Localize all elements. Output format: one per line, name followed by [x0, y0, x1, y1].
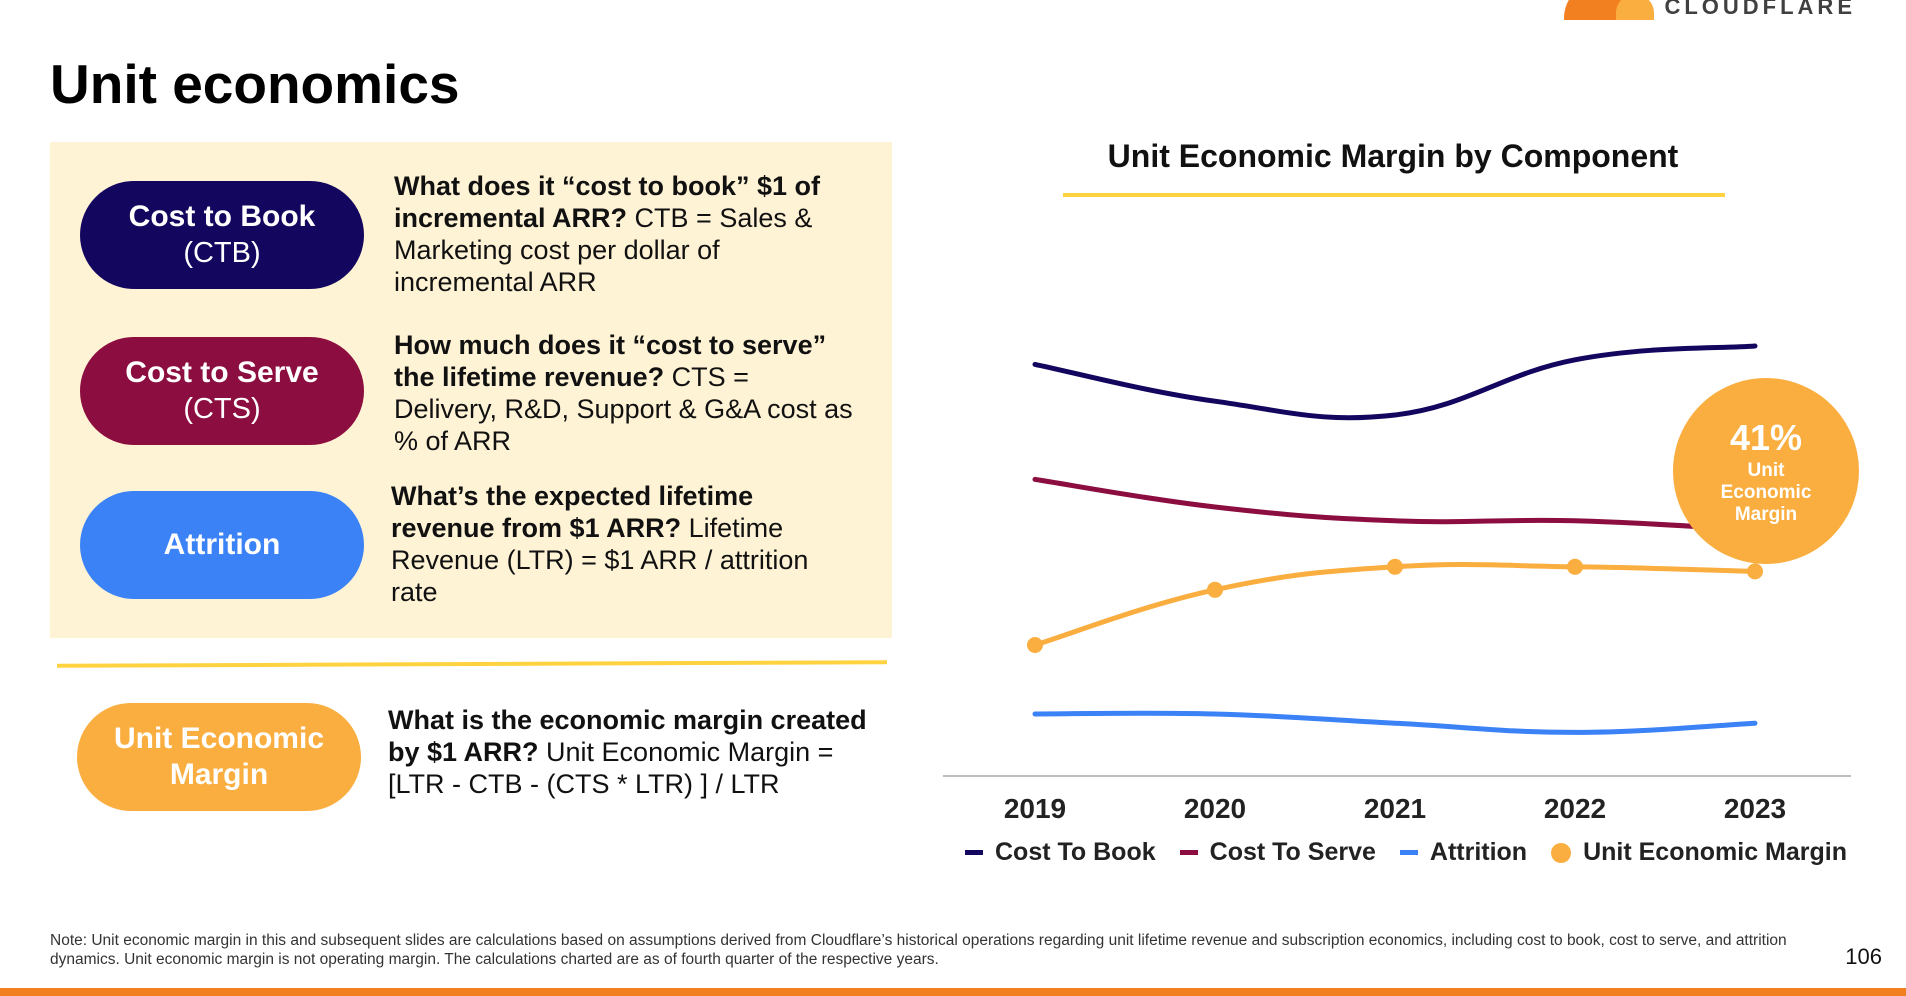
legend-item-attrition: Attrition	[1399, 838, 1528, 867]
legend-swatch	[1551, 842, 1572, 863]
data-point	[1207, 581, 1223, 598]
definition-answer: Lifetime Revenue (LTR) = $1 ARR / attrit…	[391, 513, 809, 607]
chart-title: Unit Economic Margin by Component	[1107, 138, 1679, 174]
pill-title: Cost to Book	[128, 200, 316, 233]
cost-to-book-pill: Cost to Book (CTB)	[80, 181, 364, 289]
legend-label: Cost To Serve	[1209, 838, 1376, 866]
data-point	[1387, 558, 1403, 575]
cost-to-serve-definition: How much does it “cost to serve” the lif…	[394, 329, 854, 457]
legend-item-cost-to-book: Cost To Book	[965, 838, 1156, 867]
definition-question: How much does it “cost to serve” the lif…	[394, 330, 827, 392]
x-tick-label: 2019	[1004, 793, 1066, 824]
legend-swatch	[1399, 850, 1418, 855]
definition-question: What’s the expected lifetime revenue fro…	[391, 481, 754, 543]
legend-item-cost-to-serve: Cost To Serve	[1179, 838, 1376, 867]
pill-abbr: (CTB)	[183, 237, 261, 269]
bottom-accent-bar	[0, 988, 1906, 996]
unit-economic-margin-pill: Unit Economic Margin	[77, 703, 361, 811]
legend-swatch	[965, 850, 983, 855]
definition-question: What is the economic margin created by $…	[388, 705, 867, 767]
series-line-cost-to-book	[1032, 343, 1758, 421]
series-layer	[1027, 343, 1763, 735]
pill-abbr: (CTS)	[183, 393, 261, 425]
legend-swatch	[1179, 850, 1198, 855]
series-line-attrition	[1032, 710, 1758, 735]
chart-legend: Cost To Book Cost To Serve Attrition Uni…	[965, 838, 1871, 867]
definition-answer: Unit Economic Margin = [LTR - CTB - (CTS…	[388, 737, 834, 799]
cloudflare-logo: CLOUDFLARE	[1564, 0, 1856, 20]
badge-value: 41%	[1729, 417, 1803, 458]
pill-title: Attrition	[163, 528, 281, 561]
x-tick-label: 2021	[1364, 793, 1426, 824]
definition-answer: CTB = Sales & Marketing cost per dollar …	[394, 203, 813, 297]
x-tick-labels: 2019 2020 2021 2022 2023	[1004, 793, 1786, 824]
definition-answer: CTS = Delivery, R&D, Support & G&A cost …	[394, 362, 853, 456]
data-point	[1027, 637, 1043, 653]
cost-to-book-definition: What does it “cost to book” $1 of increm…	[394, 170, 854, 298]
legend-label: Unit Economic Margin	[1583, 838, 1847, 866]
pill-title: Unit Economic Margin	[113, 722, 324, 791]
cloud-icon	[1564, 0, 1655, 20]
unit-economic-margin-badge: 41% Unit Economic Margin	[1673, 378, 1859, 564]
unit-economic-margin-definition: What is the economic margin created by $…	[388, 704, 868, 800]
legend-item-unit-economic-margin: Unit Economic Margin	[1551, 838, 1847, 867]
logo-text: CLOUDFLARE	[1664, 0, 1856, 19]
page-title: Unit economics	[50, 53, 460, 115]
series-line-cost-to-serve	[1032, 476, 1758, 533]
footnote: Note: Unit economic margin in this and s…	[50, 932, 1787, 968]
data-point	[1747, 563, 1763, 580]
attrition-definition: What’s the expected lifetime revenue fro…	[391, 480, 851, 608]
x-tick-label: 2020	[1184, 793, 1246, 824]
legend-label: Attrition	[1429, 838, 1528, 866]
page-number: 106	[1845, 944, 1882, 969]
chart-title-underline	[1063, 193, 1725, 197]
definition-question: What does it “cost to book” $1 of increm…	[394, 171, 821, 233]
attrition-pill: Attrition	[80, 491, 364, 599]
cost-to-serve-pill: Cost to Serve (CTS)	[80, 337, 364, 445]
x-tick-label: 2023	[1724, 793, 1786, 824]
badge-label: Unit Economic Margin	[1720, 460, 1812, 525]
x-tick-label: 2022	[1544, 793, 1606, 824]
pill-title: Cost to Serve	[125, 356, 319, 389]
legend-label: Cost To Book	[995, 838, 1156, 866]
data-point	[1567, 558, 1583, 575]
series-line-unit-economic-margin	[1032, 562, 1758, 648]
